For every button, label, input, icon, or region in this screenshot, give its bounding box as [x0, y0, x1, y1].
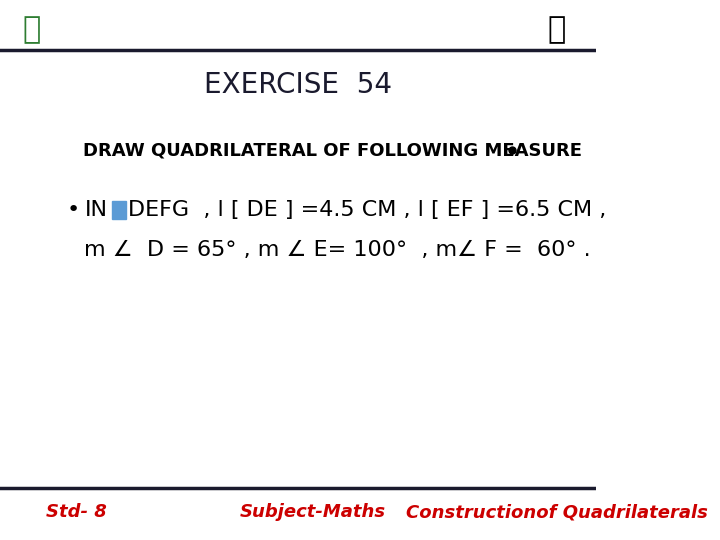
FancyBboxPatch shape [112, 201, 126, 219]
Text: IN: IN [84, 200, 107, 220]
Text: •: • [66, 200, 79, 220]
Text: DRAW QUADRILATERAL OF FOLLOWING MEASURE: DRAW QUADRILATERAL OF FOLLOWING MEASURE [83, 141, 582, 159]
Text: 🌳: 🌳 [22, 16, 40, 44]
Text: Constructionof Quadrilaterals: Constructionof Quadrilaterals [406, 503, 708, 521]
Text: EXERCISE  54: EXERCISE 54 [204, 71, 392, 99]
Text: Std- 8: Std- 8 [45, 503, 107, 521]
Text: 👤: 👤 [547, 16, 566, 44]
Text: m ∠  D = 65° , m ∠ E= 100°  , m∠ F =  60° .: m ∠ D = 65° , m ∠ E= 100° , m∠ F = 60° . [84, 240, 591, 260]
Text: Subject-Maths: Subject-Maths [240, 503, 387, 521]
Text: DEFG  , l [ DE ] =4.5 CM , l [ EF ] =6.5 CM ,: DEFG , l [ DE ] =4.5 CM , l [ EF ] =6.5 … [128, 200, 607, 220]
